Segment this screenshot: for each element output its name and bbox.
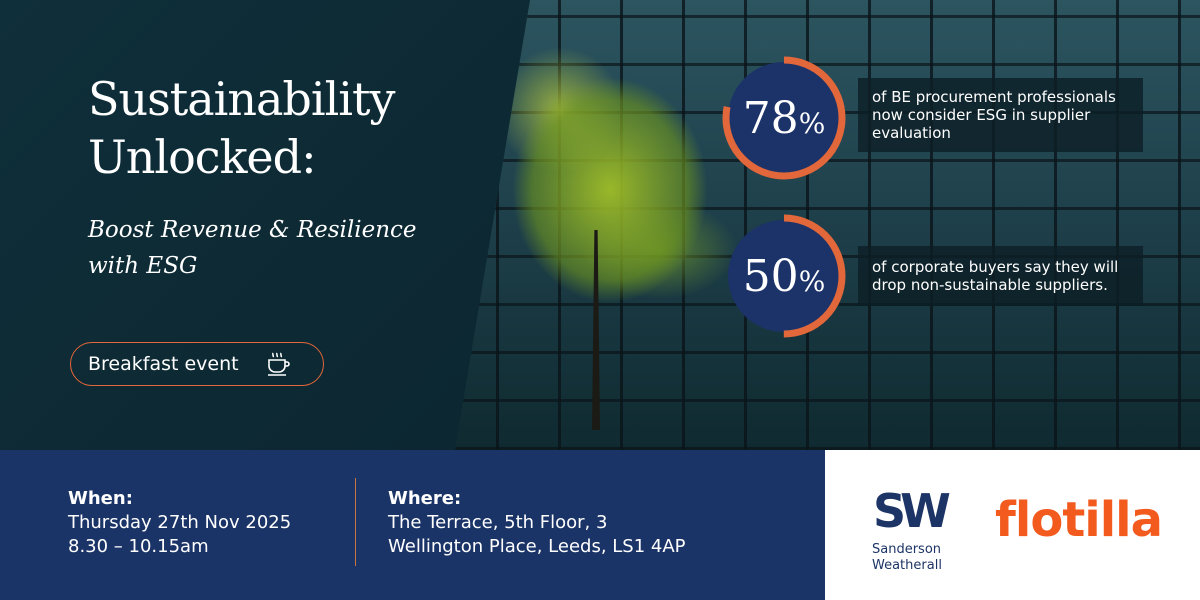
hero-banner: Sustainability Unlocked: Boost Revenue &…	[0, 0, 1200, 450]
sw-name-line2: Weatherall	[872, 558, 942, 573]
sponsor-logos: SW Sanderson Weatherall flotilla	[822, 450, 1200, 600]
when-label: When:	[68, 488, 133, 509]
tree-trunk	[592, 230, 600, 430]
stat-circle-50: 50%	[722, 214, 846, 338]
stat-ring	[722, 214, 846, 338]
stat-text: now consider ESG in supplier	[872, 106, 1091, 124]
progress-arc	[722, 56, 846, 180]
stat-description: of BE procurement professionals now cons…	[858, 78, 1143, 152]
address-line1: The Terrace, 5th Floor, 3	[388, 512, 608, 533]
event-time: 8.30 – 10.15am	[68, 536, 209, 557]
event-details: When: Thursday 27th Nov 2025 8.30 – 10.1…	[0, 450, 822, 600]
headline-line1: Sustainability	[88, 72, 395, 126]
stat-ring	[722, 56, 846, 180]
address-line2: Wellington Place, Leeds, LS1 4AP	[388, 536, 686, 557]
when-section: When: Thursday 27th Nov 2025 8.30 – 10.1…	[68, 487, 291, 559]
subheadline-line1: Boost Revenue & Resilience	[88, 217, 417, 243]
event-date: Thursday 27th Nov 2025	[68, 512, 292, 533]
where-section: Where: The Terrace, 5th Floor, 3 Welling…	[388, 487, 686, 559]
flotilla-logo: flotilla	[995, 492, 1163, 548]
stat-value: 78	[742, 92, 799, 144]
stat-unit: %	[798, 106, 826, 140]
subheadline: Boost Revenue & Resilience with ESG	[88, 212, 417, 284]
where-label: Where:	[388, 488, 462, 509]
stat-circle-78: 78%	[722, 56, 846, 180]
progress-arc	[722, 214, 846, 338]
event-type-badge: Breakfast event	[70, 342, 324, 386]
headline: Sustainability Unlocked:	[88, 70, 395, 186]
stat-value: 50	[742, 250, 799, 302]
sw-name-line1: Sanderson	[872, 542, 942, 557]
sanderson-weatherall-logo: SW	[873, 484, 951, 538]
stat-unit: %	[798, 264, 826, 298]
stat-description: of corporate buyers say they will drop n…	[858, 246, 1143, 306]
stat-text: evaluation	[872, 124, 951, 142]
subheadline-line2: with ESG	[88, 253, 198, 279]
coffee-cup-icon	[267, 352, 290, 376]
divider	[355, 478, 356, 566]
stat-text: of BE procurement professionals	[872, 88, 1116, 106]
sanderson-weatherall-name: Sanderson Weatherall	[872, 542, 942, 574]
headline-line2: Unlocked:	[88, 130, 317, 184]
stat-text: of corporate buyers say they will	[872, 258, 1119, 276]
stat-text: drop non-sustainable suppliers.	[872, 276, 1108, 294]
event-type-label: Breakfast event	[88, 353, 239, 375]
